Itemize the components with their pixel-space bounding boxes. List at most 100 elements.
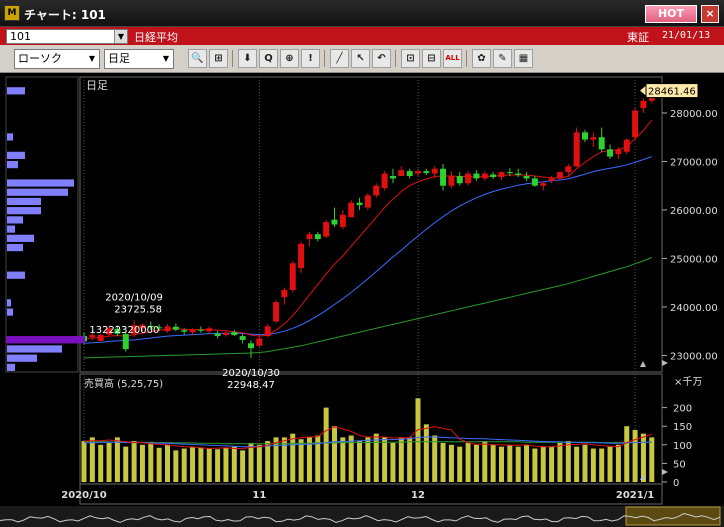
volume-bar[interactable]: [106, 442, 112, 482]
volume-bar[interactable]: [114, 437, 120, 482]
volume-bar[interactable]: [323, 407, 329, 482]
candle-body[interactable]: [239, 336, 246, 340]
candle-body[interactable]: [189, 329, 196, 333]
candle-body[interactable]: [339, 214, 346, 227]
volume-bar[interactable]: [181, 448, 187, 482]
volume-bar[interactable]: [532, 448, 538, 482]
price-scroll-up-icon[interactable]: [640, 361, 646, 367]
candle-body[interactable]: [373, 185, 380, 196]
chart-area[interactable]: 日足 売買高 (5,25,75) ×千万 23000.00 24000.00 250…: [0, 73, 724, 527]
candle-body[interactable]: [273, 302, 280, 322]
candle-body[interactable]: [381, 173, 388, 189]
volume-bar[interactable]: [590, 448, 596, 482]
volume-bar[interactable]: [357, 441, 363, 482]
candle-body[interactable]: [264, 326, 271, 337]
indicator-icon[interactable]: ⊕: [280, 49, 299, 68]
candle-body[interactable]: [181, 330, 188, 332]
volume-bar[interactable]: [340, 437, 346, 482]
period-select[interactable]: 日足 ▼: [104, 49, 174, 69]
compare-icon[interactable]: ⊡: [401, 49, 420, 68]
candle-body[interactable]: [356, 202, 363, 206]
candle-body[interactable]: [248, 343, 254, 349]
volume-bar[interactable]: [156, 447, 162, 482]
candle-body[interactable]: [114, 328, 121, 334]
volume-bar[interactable]: [574, 446, 580, 482]
volume-bar[interactable]: [248, 442, 254, 482]
volume-bar[interactable]: [348, 435, 354, 483]
volume-bar[interactable]: [373, 433, 379, 482]
drawing-mode-icon[interactable]: ⬇: [238, 49, 257, 68]
layout-icon[interactable]: ⊞: [209, 49, 228, 68]
volume-bar[interactable]: [473, 444, 479, 482]
candle-body[interactable]: [607, 149, 614, 157]
candle-body[interactable]: [623, 139, 630, 152]
candle-body[interactable]: [448, 176, 455, 186]
chevron-down-icon[interactable]: ▼: [85, 50, 99, 68]
candle-body[interactable]: [423, 171, 430, 174]
candle-body[interactable]: [106, 328, 113, 335]
symbol-code-input[interactable]: 101 ▼: [6, 29, 128, 44]
candle-body[interactable]: [364, 195, 371, 208]
volume-bar[interactable]: [281, 437, 287, 482]
volume-bar[interactable]: [332, 426, 337, 482]
candle-body[interactable]: [531, 178, 538, 186]
hot-button[interactable]: HOT: [645, 5, 697, 23]
volume-bar[interactable]: [415, 398, 421, 482]
candle-body[interactable]: [481, 173, 488, 179]
volume-bar[interactable]: [123, 446, 129, 482]
volume-bar[interactable]: [432, 435, 438, 483]
candle-body[interactable]: [440, 168, 447, 186]
volume-bar[interactable]: [423, 424, 429, 482]
candle-body[interactable]: [640, 100, 647, 109]
volume-bar[interactable]: [206, 448, 212, 482]
candle-body[interactable]: [515, 173, 522, 176]
volume-bar[interactable]: [557, 442, 563, 482]
volume-bar[interactable]: [256, 444, 262, 482]
candle-body[interactable]: [164, 326, 171, 332]
search-chart-icon[interactable]: Q: [259, 49, 278, 68]
volume-bar[interactable]: [231, 446, 237, 482]
alert-icon[interactable]: !: [301, 49, 320, 68]
candle-body[interactable]: [172, 326, 179, 330]
all-icon[interactable]: ALL: [443, 49, 462, 68]
volume-bar[interactable]: [499, 446, 504, 482]
volume-bar[interactable]: [298, 439, 304, 482]
candle-body[interactable]: [456, 176, 463, 184]
candle-body[interactable]: [565, 166, 572, 173]
candle-body[interactable]: [615, 149, 622, 155]
candle-body[interactable]: [590, 137, 597, 140]
volume-scroll-up-icon[interactable]: [640, 474, 646, 480]
overview-window-handle[interactable]: [625, 506, 721, 526]
volume-bar[interactable]: [398, 437, 404, 482]
volume-bar[interactable]: [148, 441, 154, 482]
volume-bar[interactable]: [240, 450, 246, 482]
candle-body[interactable]: [222, 332, 229, 336]
chevron-down-icon[interactable]: ▼: [114, 30, 127, 43]
candle-body[interactable]: [573, 132, 580, 167]
volume-bar[interactable]: [89, 437, 95, 482]
volume-bar[interactable]: [582, 444, 588, 482]
candle-body[interactable]: [314, 234, 321, 240]
candle-body[interactable]: [331, 219, 338, 225]
candle-body[interactable]: [323, 222, 330, 237]
volume-bar[interactable]: [131, 441, 137, 482]
candle-body[interactable]: [139, 324, 146, 329]
volume-bar[interactable]: [315, 435, 321, 483]
candle-body[interactable]: [398, 170, 405, 176]
price-scroll-arrow-icon[interactable]: [662, 360, 668, 366]
candle-body[interactable]: [197, 329, 204, 331]
candle-body[interactable]: [465, 173, 472, 184]
candle-body[interactable]: [498, 172, 505, 177]
volume-bar[interactable]: [190, 446, 196, 482]
stock-chart[interactable]: 日足 売買高 (5,25,75) ×千万 23000.00 24000.00 250…: [0, 73, 724, 527]
volume-bar[interactable]: [624, 426, 630, 482]
candle-body[interactable]: [490, 174, 497, 177]
candle-body[interactable]: [431, 168, 438, 174]
candle-body[interactable]: [306, 234, 313, 240]
volume-bar[interactable]: [465, 442, 471, 482]
volume-bar[interactable]: [632, 429, 638, 482]
candle-body[interactable]: [298, 243, 305, 269]
candle-body[interactable]: [122, 334, 129, 350]
volume-bar[interactable]: [507, 444, 513, 482]
volume-bar[interactable]: [290, 433, 296, 482]
